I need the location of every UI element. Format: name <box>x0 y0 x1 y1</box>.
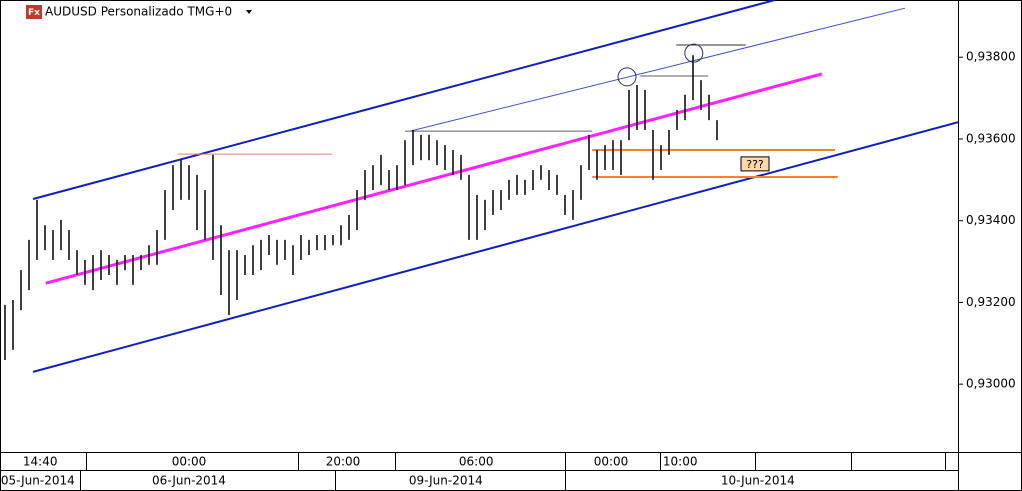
annotation: ??? <box>746 158 764 171</box>
date-label: 06-Jun-2014 <box>152 474 226 488</box>
y-tick-label: 0,93600 <box>966 131 1016 145</box>
trend-line <box>32 121 958 373</box>
time-separators <box>80 452 946 491</box>
plot <box>4 0 958 373</box>
x-tick-label: 20:00 <box>326 455 361 469</box>
date-label: 05-Jun-2014 <box>1 474 75 488</box>
dropdown-arrow[interactable] <box>246 10 252 14</box>
trend-line <box>45 72 823 285</box>
date-label: 10-Jun-2014 <box>721 474 795 488</box>
x-tick-label: 14:40 <box>23 455 58 469</box>
date-label: 09-Jun-2014 <box>409 474 483 488</box>
symbol-icon <box>26 5 42 19</box>
trend-line <box>409 7 906 132</box>
annotation-box <box>740 156 770 172</box>
marker-circle <box>617 67 637 87</box>
x-tick-label: 10:00 <box>663 455 698 469</box>
x-tick-label: 00:00 <box>594 455 629 469</box>
x-tick-label: 00:00 <box>172 455 207 469</box>
y-tick-label: 0,93400 <box>966 213 1016 227</box>
chart-title[interactable]: AUDUSD Personalizado TMG+0 <box>45 5 232 19</box>
trend-line <box>32 0 776 200</box>
y-tick-label: 0,93200 <box>966 295 1016 309</box>
x-tick-label: 06:00 <box>459 455 494 469</box>
y-tick-label: 0,93800 <box>966 50 1016 64</box>
symbol-icon-label: Fx <box>28 8 40 18</box>
marker-circle <box>684 43 704 63</box>
y-tick-label: 0,93000 <box>966 377 1016 391</box>
